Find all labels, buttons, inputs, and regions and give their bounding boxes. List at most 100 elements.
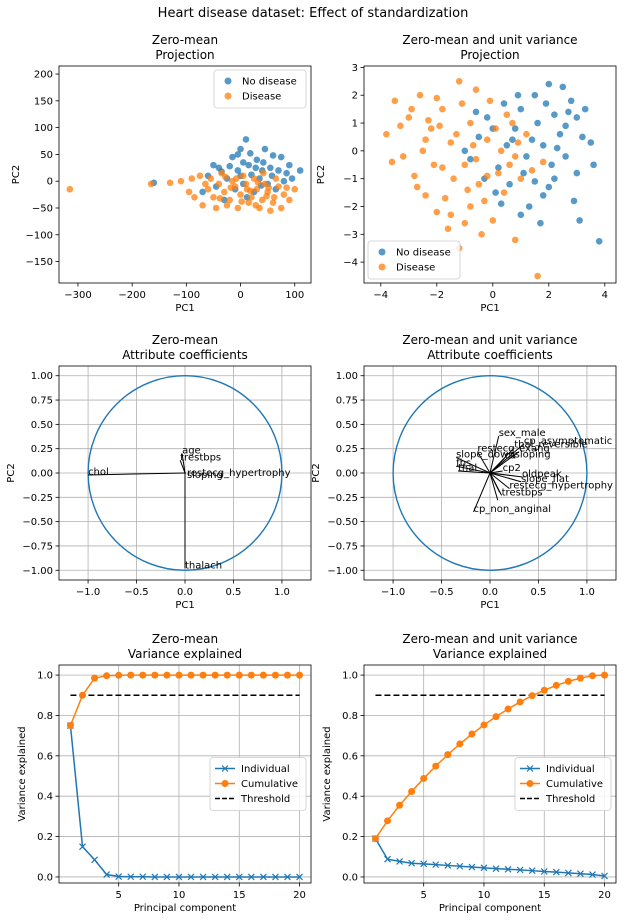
legend-label: Threshold: [545, 794, 595, 805]
data-point-blue: [286, 162, 293, 169]
data-point-blue: [537, 220, 544, 227]
data-point-orange: [271, 194, 278, 201]
chart-title: Zero-mean and unit variance Variance expl…: [402, 632, 577, 661]
data-point-blue: [532, 178, 539, 185]
data-point-cumulative: [284, 672, 291, 679]
data-point-blue: [574, 114, 581, 121]
data-point-orange: [267, 207, 274, 214]
chart-title-line: Zero-mean and unit variance: [402, 632, 577, 646]
x-tick-label: −1.0: [76, 587, 100, 598]
data-point-orange: [434, 209, 441, 216]
data-point-orange: [260, 170, 267, 177]
data-point-orange: [445, 225, 452, 232]
data-point-orange: [237, 191, 244, 198]
data-point-orange: [484, 136, 491, 143]
data-point-orange: [245, 199, 252, 206]
y-tick-label: 0.00: [336, 469, 358, 480]
data-point-blue: [462, 148, 469, 155]
data-point-orange: [408, 106, 415, 113]
x-tick-label: −2: [429, 290, 444, 301]
data-point-orange: [473, 86, 480, 93]
chart-title-line: Projection: [155, 48, 214, 62]
data-point-orange: [448, 139, 455, 146]
y-tick-label: 1.00: [336, 371, 358, 382]
y-tick-label: 0: [47, 177, 53, 188]
chart-coef_zm: −1.0 −0.5 0.0 0.5 1.0−1.00−0.75−0.50−0.250.0…: [6, 333, 311, 611]
data-point-blue: [243, 136, 250, 143]
y-tick-label: 0.2: [37, 832, 53, 843]
data-point-orange: [422, 136, 429, 143]
legend-marker-cumulative: [222, 780, 229, 787]
y-axis-label: PC2: [11, 165, 22, 184]
legend: No disease Disease: [214, 70, 306, 108]
data-point-orange: [291, 186, 298, 193]
data-point-cumulative: [493, 713, 500, 720]
data-point-blue: [235, 167, 242, 174]
x-tick-label: 10: [173, 890, 186, 901]
data-point-cumulative: [248, 672, 255, 679]
data-point-cumulative: [296, 672, 303, 679]
x-tick-label: −200: [118, 290, 145, 301]
chart-title: Zero-mean Attribute coefficients: [122, 333, 248, 362]
legend-label: Disease: [242, 92, 281, 103]
data-point-blue: [543, 100, 550, 107]
data-point-blue: [529, 136, 536, 143]
data-point-orange: [199, 202, 206, 209]
data-point-cumulative: [175, 672, 182, 679]
data-point-orange: [501, 189, 508, 196]
y-tick-label: 0: [352, 146, 358, 157]
data-point-blue: [548, 161, 555, 168]
data-point-orange: [506, 161, 513, 168]
data-point-orange: [523, 131, 530, 138]
coefficient-label: ca: [505, 450, 517, 461]
legend-marker-cumulative: [527, 780, 534, 787]
data-point-orange: [252, 202, 259, 209]
data-point-cumulative: [468, 731, 475, 738]
data-point-orange: [216, 181, 223, 188]
y-tick-label: 0.4: [342, 792, 358, 803]
chart-var_std: 5 10 15 200.00.20.40.60.81.0Zero-mean and u…: [322, 632, 616, 914]
data-point-orange: [411, 173, 418, 180]
x-tick-label: 15: [233, 890, 246, 901]
data-point-cumulative: [384, 817, 391, 824]
data-point-orange: [462, 161, 469, 168]
data-point-blue: [518, 212, 525, 219]
data-point-blue: [278, 154, 285, 161]
data-point-orange: [263, 193, 270, 200]
coefficient-label: trestbps: [180, 452, 221, 463]
coefficient-label: trestbps: [502, 487, 543, 498]
data-point-cumulative: [517, 698, 524, 705]
y-tick-label: 0.2: [342, 832, 358, 843]
data-point-orange: [400, 153, 407, 160]
data-point-blue: [554, 145, 561, 152]
data-point-orange: [442, 195, 449, 202]
data-point-blue: [588, 139, 595, 146]
x-tick-label: 0.0: [482, 587, 498, 598]
data-point-orange: [534, 273, 541, 280]
x-tick-label: 2: [546, 290, 552, 301]
chart-title: Zero-mean and unit variance Projection: [402, 33, 577, 62]
data-point-blue: [237, 146, 244, 153]
chart-title: Zero-mean Projection: [152, 33, 218, 62]
legend: IndividualCumulativeThreshold: [210, 758, 306, 811]
data-point-blue: [498, 200, 505, 207]
y-axis-label: Variance explained: [17, 726, 28, 821]
data-point-cumulative: [553, 682, 560, 689]
chart-scatter_zm: −300 −200 −100 0 100−150−100−50050100150200Z…: [11, 33, 311, 314]
data-point-blue: [501, 100, 508, 107]
data-point-orange: [213, 205, 220, 212]
data-point-blue: [254, 156, 261, 163]
y-tick-label: −0.50: [22, 517, 53, 528]
data-point-orange: [254, 186, 261, 193]
y-axis-label: Variance explained: [322, 726, 333, 821]
data-point-orange: [389, 159, 396, 166]
data-point-cumulative: [224, 672, 231, 679]
data-point-cumulative: [79, 692, 86, 699]
y-tick-label: −0.25: [22, 493, 53, 504]
data-point-orange: [459, 100, 466, 107]
x-axis-label: PC1: [480, 600, 499, 611]
data-point-cumulative: [432, 763, 439, 770]
y-tick-label: 0.0: [37, 872, 53, 883]
data-point-orange: [392, 97, 399, 104]
y-tick-label: −0.25: [327, 493, 358, 504]
